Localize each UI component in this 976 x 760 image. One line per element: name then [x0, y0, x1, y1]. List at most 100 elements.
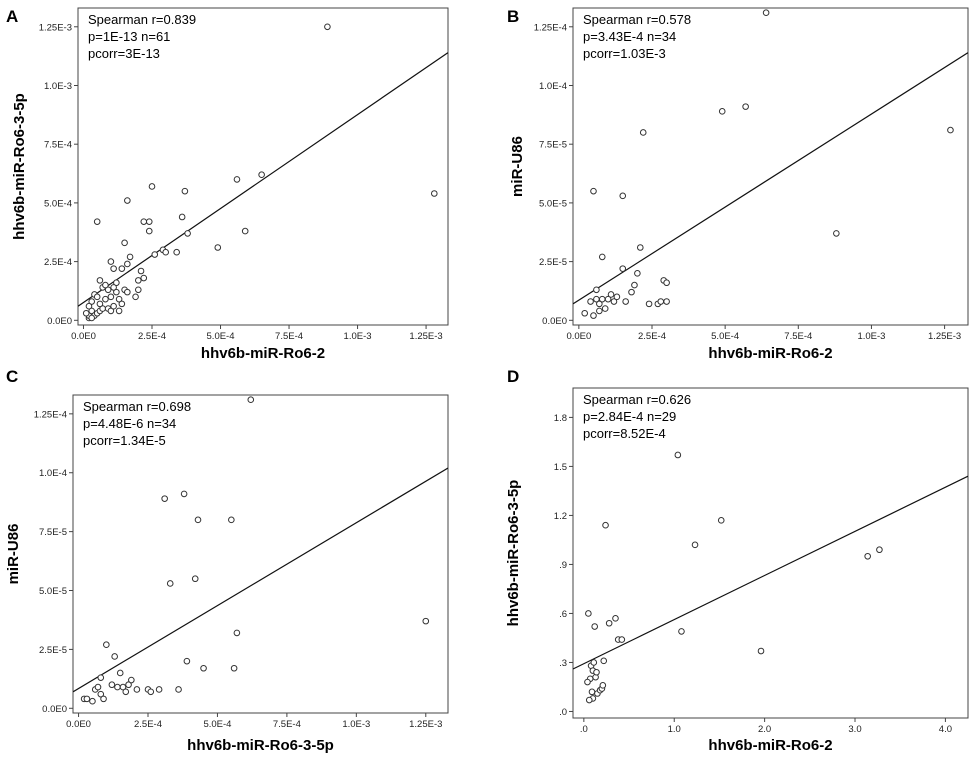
- data-point: [151, 251, 159, 258]
- y-tick-label: 0.0E0: [42, 704, 67, 715]
- y-tick-label: 7.5E-5: [539, 140, 567, 151]
- data-point: [191, 575, 199, 583]
- y-tick-label: 5.0E-4: [44, 198, 72, 209]
- x-tick-label: 1.0E-3: [344, 331, 372, 342]
- x-tick-label: 1.25E-3: [409, 331, 442, 342]
- data-point: [162, 248, 170, 256]
- data-point: [161, 495, 168, 502]
- y-tick-label: 7.5E-5: [39, 527, 67, 538]
- x-tick-label: 5.0E-4: [203, 719, 231, 730]
- data-point: [636, 244, 644, 251]
- data-point: [591, 623, 598, 630]
- data-point: [85, 302, 93, 310]
- y-tick-label: 1.5: [554, 462, 567, 473]
- data-point: [678, 628, 685, 635]
- y-tick-label: 7.5E-4: [44, 140, 72, 151]
- data-point: [137, 267, 145, 275]
- data-point: [864, 552, 871, 560]
- y-tick-label: .6: [559, 609, 567, 620]
- data-point: [94, 683, 102, 691]
- stat-line: Spearman r=0.839: [88, 12, 196, 27]
- panel-d: D .0 1.0 2.0 3.0 4.0 .0 .3 .6 .9 1.2 1.5 1.8 hhv6b-mi…: [505, 367, 969, 754]
- data-point: [180, 490, 188, 498]
- data-point: [100, 695, 107, 703]
- data-point: [324, 23, 331, 31]
- data-point: [183, 657, 191, 665]
- panel-a: A 0.0E0 2.5E-4 5.0E-4 7.5E-4 1.0E-3 1.25E-3 0.0…: [6, 7, 449, 362]
- data-point: [115, 307, 123, 315]
- plot-frame: [572, 7, 969, 326]
- y-axis-title: miR-U86: [5, 524, 22, 585]
- x-tick-label: 1.0E-3: [342, 719, 370, 730]
- plot-frame: [72, 394, 449, 714]
- data-point: [233, 629, 241, 637]
- data-point: [233, 176, 241, 183]
- data-point: [258, 171, 265, 179]
- x-tick-label: 1.0: [668, 724, 681, 735]
- x-tick-label: 7.5E-4: [273, 719, 301, 730]
- data-point: [145, 218, 153, 225]
- y-axis-title: hhv6b-miR-Ro6-3-5p: [505, 480, 522, 627]
- data-point: [166, 580, 174, 587]
- data-point: [601, 305, 609, 312]
- y-tick-label: 2.5E-5: [539, 257, 567, 268]
- stat-line: Spearman r=0.626: [583, 392, 691, 407]
- data-point: [619, 265, 627, 272]
- data-point: [645, 300, 653, 308]
- data-point: [93, 293, 101, 301]
- data-point: [118, 300, 126, 308]
- stat-line: p=4.48E-6 n=34: [83, 416, 176, 431]
- data-point: [674, 451, 682, 459]
- y-tick-label: .9: [559, 560, 567, 571]
- x-tick-label: 5.0E-4: [207, 331, 235, 342]
- data-point: [622, 298, 629, 305]
- data-point: [110, 284, 117, 291]
- stat-line: pcorr=1.34E-5: [83, 433, 166, 448]
- stat-line: pcorr=3E-13: [88, 46, 160, 61]
- data-point: [598, 295, 606, 303]
- data-point: [230, 664, 238, 672]
- data-point: [590, 312, 597, 319]
- plot-frame: [77, 7, 449, 326]
- data-point: [612, 615, 619, 622]
- data-point: [107, 258, 115, 265]
- data-point: [618, 636, 626, 643]
- data-point: [134, 277, 142, 284]
- data-point: [596, 300, 603, 308]
- data-point: [103, 641, 110, 648]
- data-point: [88, 298, 96, 305]
- y-axis-title: hhv6b-miR-Ro6-3-5p: [11, 93, 28, 240]
- data-point: [115, 295, 123, 303]
- data-point: [833, 230, 840, 237]
- y-tick-label: 1.0E-4: [39, 468, 67, 479]
- x-tick-label: 4.0: [939, 724, 952, 735]
- data-point: [718, 108, 726, 115]
- data-point: [82, 309, 90, 317]
- data-point: [107, 307, 115, 315]
- data-point: [947, 126, 954, 134]
- data-point: [134, 286, 142, 294]
- data-point: [145, 227, 153, 235]
- data-point: [631, 281, 638, 289]
- data-point: [590, 659, 598, 666]
- data-point: [194, 516, 202, 524]
- stat-line: pcorr=1.03E-3: [583, 46, 666, 61]
- y-tick-label: .3: [559, 658, 567, 669]
- x-axis-title: hhv6b-miR-Ro6-3-5p: [187, 737, 334, 754]
- data-point: [605, 619, 613, 627]
- x-tick-label: 2.5E-4: [638, 331, 666, 342]
- data-point: [126, 253, 134, 261]
- panel-c: C 0.0E0 2.5E-4 5.0E-4 7.5E-4 1.0E-3 1.25E-3 0.0…: [5, 367, 449, 754]
- stat-line: p=3.43E-4 n=34: [583, 29, 676, 44]
- data-point: [110, 265, 117, 272]
- y-tick-label: 1.0E-4: [539, 81, 567, 92]
- data-point: [88, 314, 96, 322]
- data-point: [133, 686, 141, 693]
- data-point: [587, 298, 594, 305]
- x-tick-label: .0: [580, 724, 588, 735]
- data-point: [173, 248, 180, 256]
- data-point: [241, 227, 249, 235]
- data-point: [639, 129, 647, 136]
- regression-line: [573, 52, 968, 305]
- panel-b: B 0.0E0 2.5E-4 5.0E-4 7.5E-4 1.0E-3 1.25E-3 0.0…: [507, 7, 969, 362]
